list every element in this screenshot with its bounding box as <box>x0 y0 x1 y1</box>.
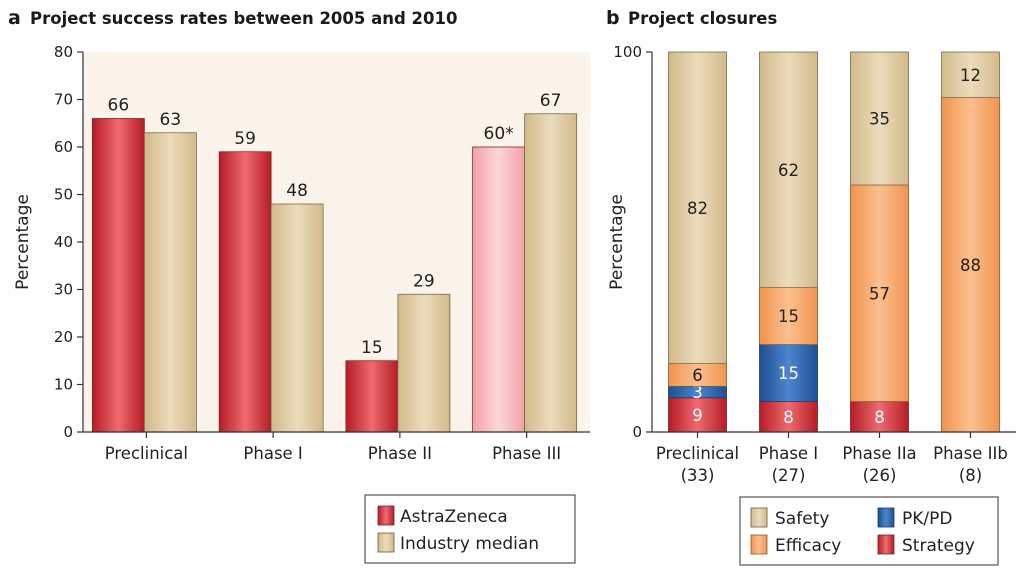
legend-swatch-astrazeneca <box>377 505 395 526</box>
y-tick-label: 60 <box>54 138 73 156</box>
x-tick-label-phase-i: Phase I <box>759 444 818 463</box>
x-tick-count-phase-i: (27) <box>772 466 806 485</box>
data-label-industry-median-preclinical: 63 <box>160 110 182 130</box>
segment-safety-phase-iia <box>850 51 909 186</box>
segment-safety-phase-iib <box>941 51 1000 98</box>
y-tick-label: 0 <box>63 423 73 441</box>
segment-safety-phase-i <box>759 51 818 289</box>
x-tick-count-preclinical: (33) <box>681 466 715 485</box>
legend-label-efficacy: Efficacy <box>775 536 841 556</box>
bar-industry-median-phase-ii <box>397 293 451 433</box>
segment-pk-pd-phase-i <box>759 344 818 403</box>
segment-strategy-preclinical <box>668 397 727 433</box>
bar-astrazeneca-phase-iii <box>472 146 526 433</box>
legend-label-industry-median: Industry median <box>400 534 539 554</box>
segment-safety-preclinical <box>668 51 727 365</box>
y-tick-label: 10 <box>54 376 73 394</box>
segment-label-efficacy-preclinical: 6 <box>692 366 703 385</box>
x-tick-label-phase-iii: Phase III <box>492 444 561 463</box>
segment-label-strategy-phase-iia: 8 <box>874 408 885 427</box>
segment-label-safety-phase-i: 62 <box>778 161 799 180</box>
y-tick-label: 70 <box>54 91 73 109</box>
panel-b-legend-box <box>739 496 999 566</box>
panel-b-bars: 9 36 82 8 15 15 62 8 57 35 88 12 <box>668 51 1000 433</box>
panel-b-legend: Safety PK/PD Efficacy Strategy <box>739 496 999 566</box>
y-tick-label: 80 <box>54 43 73 61</box>
segment-label-pk-pd-preclinical: 3 <box>692 383 703 402</box>
x-tick-count-phase-iib: (8) <box>959 466 982 485</box>
segment-label-strategy-phase-i: 8 <box>783 408 794 427</box>
segment-label-strategy-preclinical: 9 <box>692 406 703 425</box>
panel-a-legend: AstraZeneca Industry median <box>364 494 576 564</box>
panel-b: b Project closures 0 100 Percentage 9 36 82… <box>606 7 1016 566</box>
panel-a-letter: a <box>8 7 21 29</box>
y-tick-label: 30 <box>54 281 73 299</box>
x-tick-label-preclinical: Preclinical <box>656 444 739 463</box>
bar-astrazeneca-phase-i <box>218 151 272 433</box>
segment-label-efficacy-phase-iia: 57 <box>869 284 890 303</box>
segment-label-safety-phase-iib: 12 <box>960 66 981 85</box>
panel-a-y-axis: 0 10 20 30 40 50 60 70 80 <box>54 43 83 441</box>
bar-industry-median-phase-i <box>270 203 324 433</box>
panel-b-y-axis: 0 100 <box>613 43 652 441</box>
data-label-astrazeneca-phase-iii: 60* <box>484 124 514 144</box>
legend-label-pkpd: PK/PD <box>902 509 952 529</box>
bar-industry-median-preclinical <box>143 132 197 433</box>
segment-label-safety-preclinical: 82 <box>687 199 708 218</box>
x-tick-label-phase-iib: Phase IIb <box>933 444 1008 463</box>
panel-b-letter: b <box>606 7 620 29</box>
y-tick-label: 100 <box>613 43 642 61</box>
data-label-astrazeneca-phase-ii: 15 <box>361 338 383 358</box>
legend-label-safety: Safety <box>775 509 829 529</box>
segment-label-pk-pd-phase-i: 15 <box>778 364 799 383</box>
x-tick-count-phase-iia: (26) <box>863 466 897 485</box>
panel-a-y-axis-label: Percentage <box>13 194 33 290</box>
data-label-industry-median-phase-iii: 67 <box>540 91 562 111</box>
y-tick-label: 0 <box>632 423 642 441</box>
legend-label-strategy: Strategy <box>902 536 975 556</box>
data-label-industry-median-phase-ii: 29 <box>413 271 435 291</box>
segment-label-safety-phase-iia: 35 <box>869 110 890 129</box>
panel-a-legend-box <box>364 494 576 564</box>
segment-efficacy-phase-iib <box>941 97 1000 433</box>
x-tick-label-phase-ii: Phase II <box>368 444 432 463</box>
legend-label-astrazeneca: AstraZeneca <box>400 507 508 527</box>
segment-efficacy-phase-iia <box>850 184 909 403</box>
legend-swatch-efficacy <box>750 534 768 555</box>
panel-a-bars: 66 63 59 48 15 29 60* 67 <box>91 91 578 433</box>
bar-industry-median-phase-iii <box>524 113 578 433</box>
y-tick-label: 20 <box>54 328 73 346</box>
x-tick-label-preclinical: Preclinical <box>105 444 188 463</box>
panel-b-x-axis: Preclinical (33) Phase I (27) Phase IIa (26) P… <box>656 432 1008 485</box>
panel-a: a Project success rates between 2005 and… <box>8 7 590 564</box>
x-tick-label-phase-i: Phase I <box>243 444 302 463</box>
bar-astrazeneca-phase-ii <box>345 360 399 433</box>
legend-swatch-strategy <box>877 534 895 555</box>
x-tick-label-phase-iia: Phase IIa <box>842 444 916 463</box>
panel-a-title: Project success rates between 2005 and 2… <box>30 9 457 28</box>
data-label-astrazeneca-phase-i: 59 <box>234 129 256 149</box>
segment-efficacy-phase-i <box>759 287 818 346</box>
panel-b-title: Project closures <box>628 9 777 28</box>
y-tick-label: 50 <box>54 186 73 204</box>
data-label-astrazeneca-preclinical: 66 <box>108 96 130 116</box>
legend-swatch-industry-median <box>377 532 395 553</box>
panel-a-x-axis: Preclinical Phase I Phase II Phase III <box>105 432 561 463</box>
segment-label-efficacy-phase-iib: 88 <box>960 256 981 275</box>
panel-b-y-axis-label: Percentage <box>607 194 627 290</box>
data-label-industry-median-phase-i: 48 <box>286 181 308 201</box>
legend-swatch-pkpd <box>877 507 895 528</box>
y-tick-label: 40 <box>54 233 73 251</box>
bar-astrazeneca-preclinical <box>91 118 145 433</box>
legend-swatch-safety <box>750 507 768 528</box>
segment-label-efficacy-phase-i: 15 <box>778 307 799 326</box>
